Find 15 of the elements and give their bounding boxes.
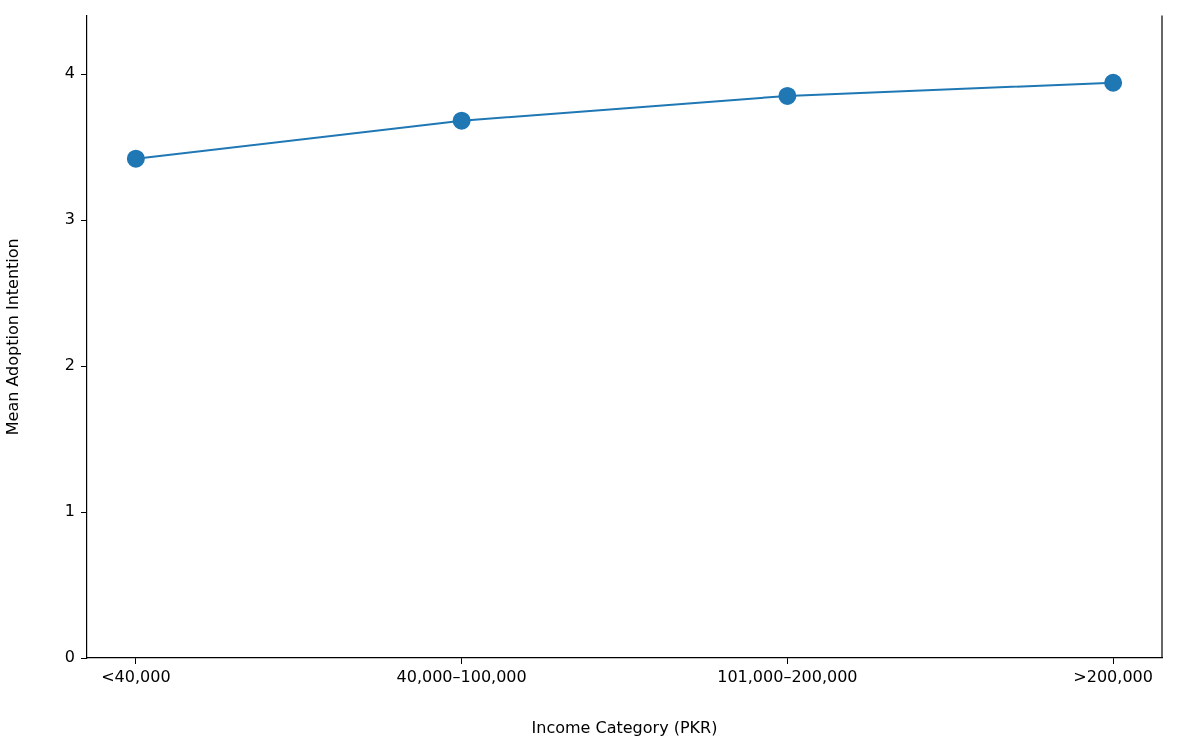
- point: [452, 111, 471, 130]
- y-tick-label: 4: [64, 63, 75, 83]
- y-tick-label: 1: [64, 501, 75, 521]
- y-axis-title: Mean Adoption Intention: [2, 238, 22, 436]
- point: [778, 86, 797, 105]
- x-tick-label: <40,000: [101, 666, 171, 686]
- x-axis-title: Income Category (PKR): [531, 717, 718, 737]
- y-tick-label: 0: [64, 647, 75, 667]
- point: [126, 149, 145, 168]
- point: [1104, 73, 1123, 92]
- x-tick-label: >200,000: [1073, 666, 1153, 686]
- y-tick-label: 2: [64, 355, 75, 375]
- x-tick-label: 40,000–100,000: [396, 666, 527, 686]
- x-tick-label: 101,000–200,000: [717, 666, 858, 686]
- y-tick-label: 3: [64, 209, 75, 229]
